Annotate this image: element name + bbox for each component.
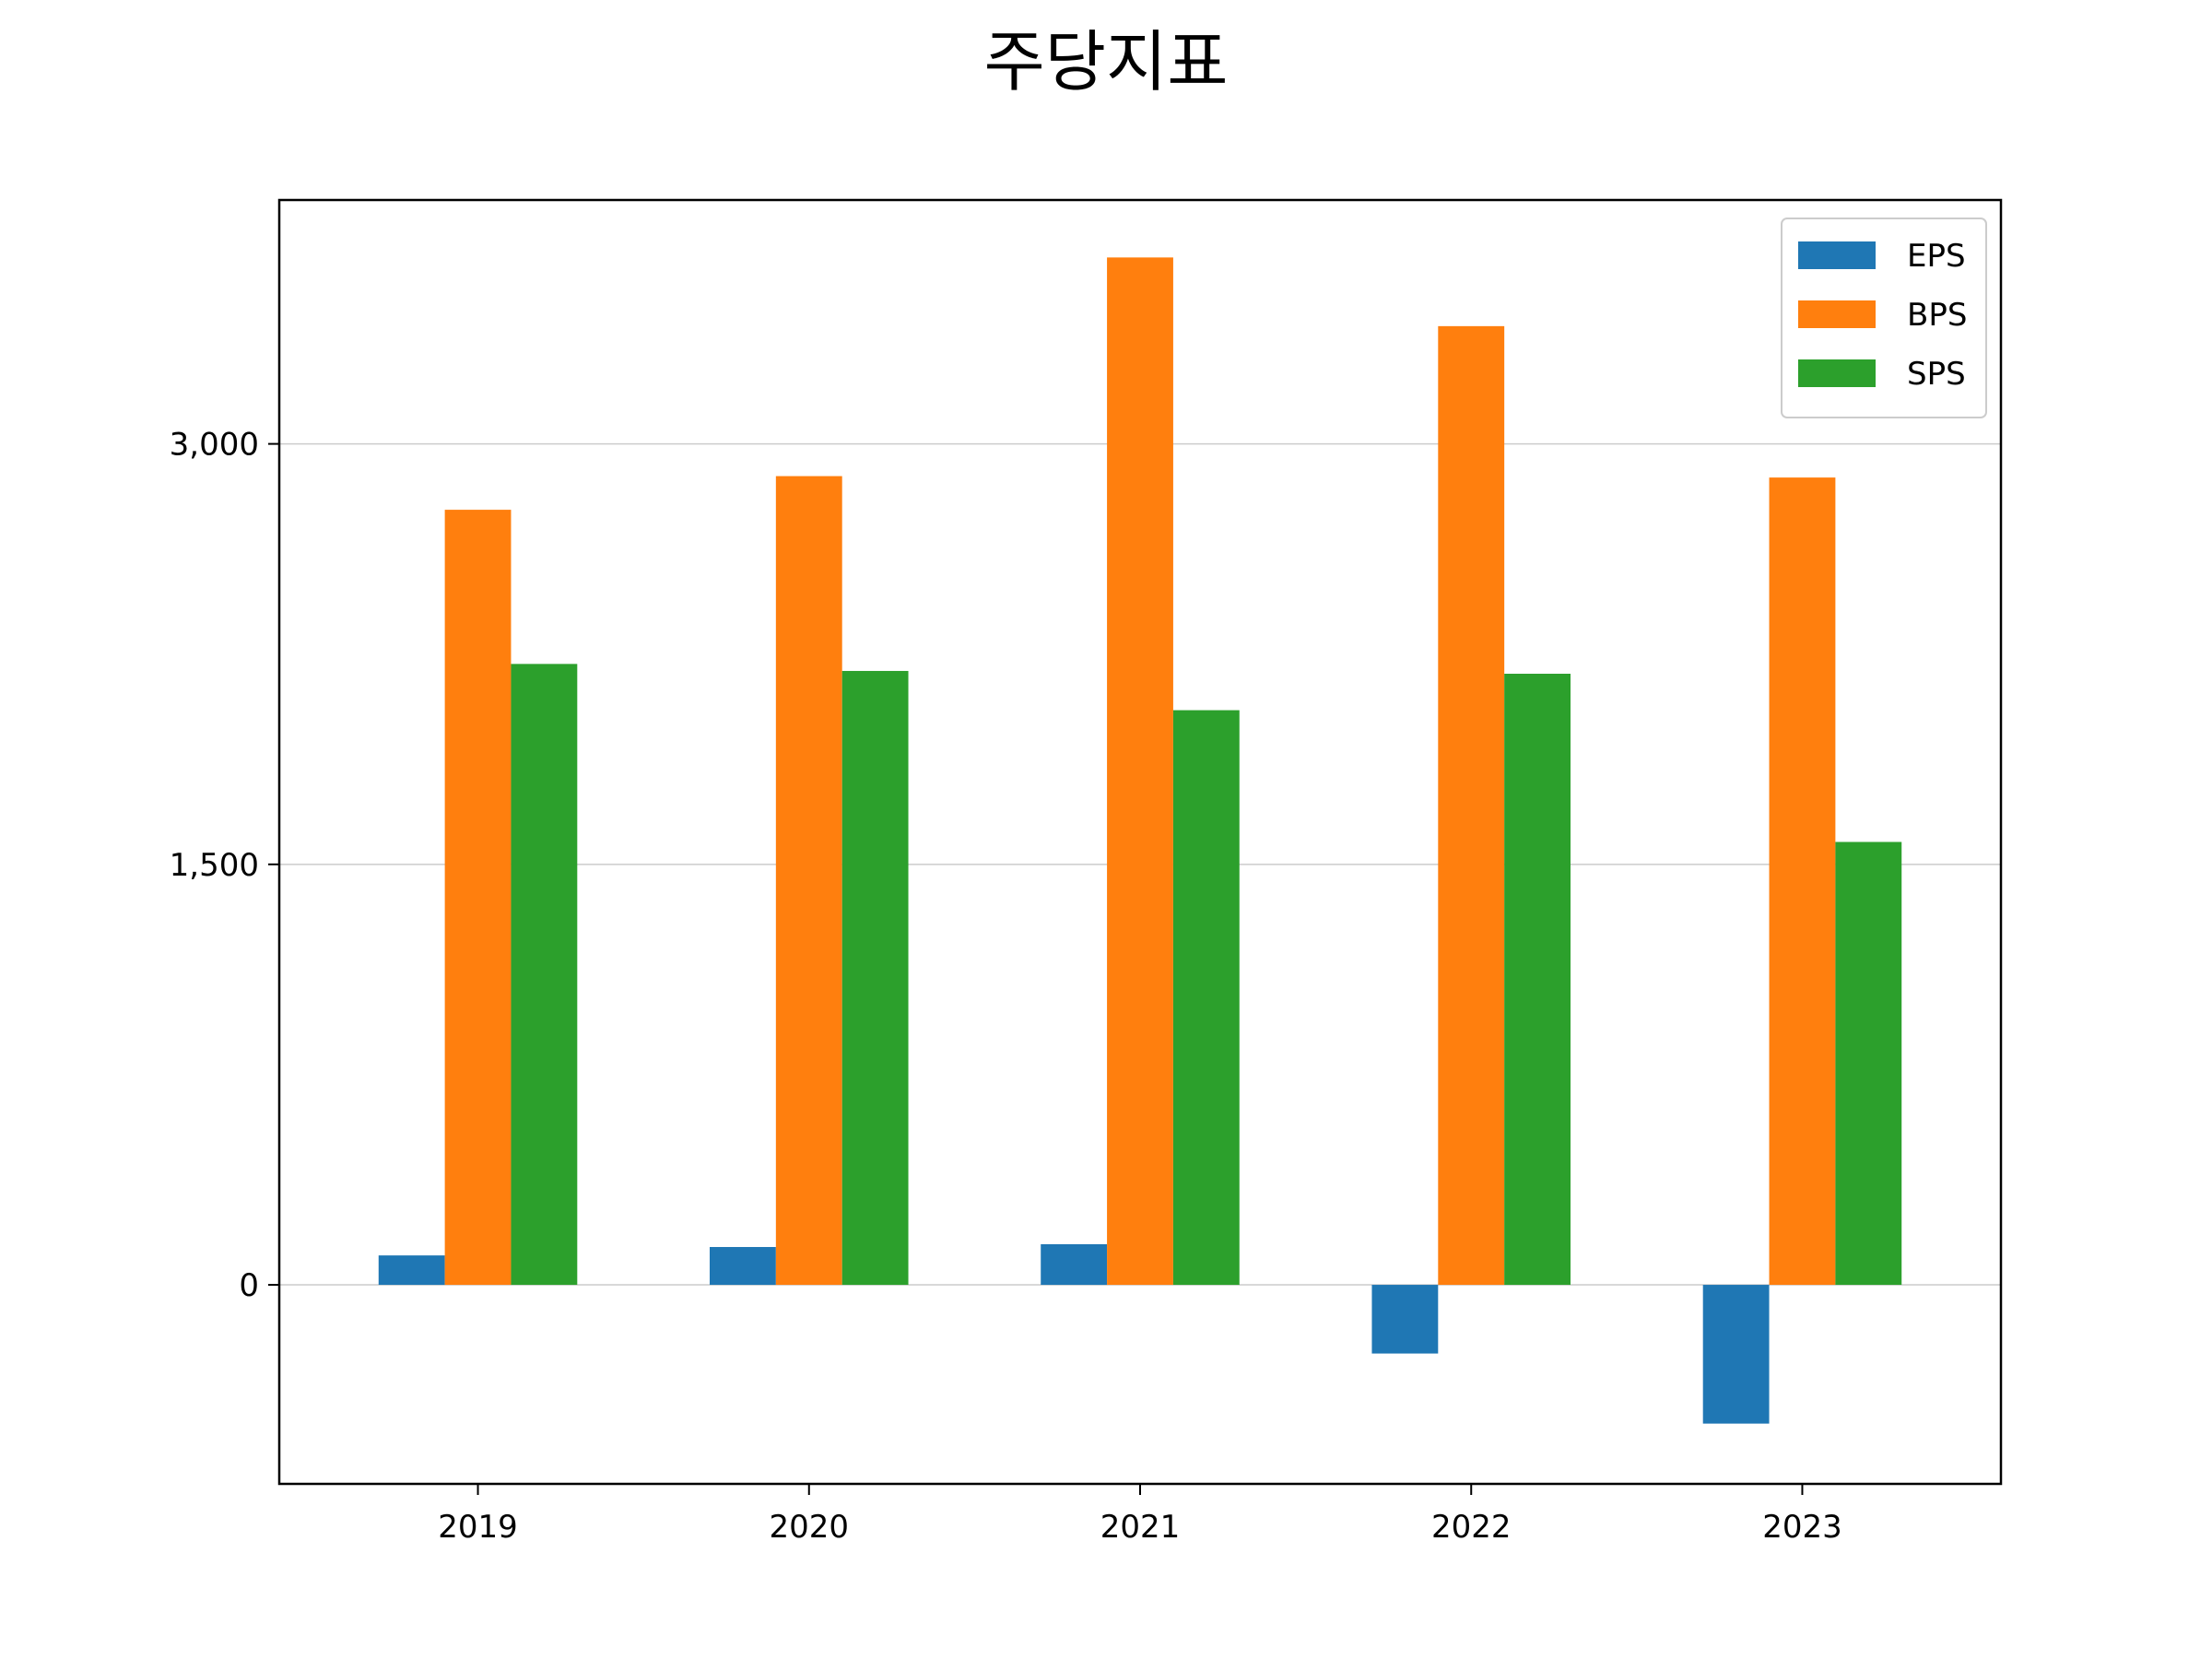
bar-bps-2022 — [1438, 325, 1505, 1286]
y-tick-label: 3,000 — [170, 427, 259, 464]
bar-eps-2019 — [378, 1255, 445, 1286]
bar-sps-2020 — [841, 670, 909, 1286]
x-tick-label-2023: 2023 — [1762, 1509, 1842, 1546]
x-tick-label-2021: 2021 — [1100, 1509, 1181, 1546]
x-tick-label-2022: 2022 — [1431, 1509, 1512, 1546]
legend-label-bps: BPS — [1907, 297, 1967, 334]
bar-bps-2021 — [1107, 257, 1173, 1286]
bar-bps-2019 — [444, 510, 512, 1286]
x-tick-label-2019: 2019 — [438, 1509, 518, 1546]
bar-eps-2021 — [1041, 1243, 1108, 1286]
bar-eps-2023 — [1702, 1285, 1770, 1424]
legend: EPS BPS SPS — [1781, 218, 1987, 418]
bars — [378, 257, 1902, 1424]
y-tick-label: 0 — [239, 1267, 259, 1304]
chart-title: 주당지표 — [984, 23, 1229, 100]
bar-eps-2022 — [1371, 1285, 1439, 1354]
bar-eps-2020 — [710, 1246, 776, 1286]
bar-bps-2020 — [775, 476, 842, 1286]
bar-sps-2021 — [1172, 710, 1240, 1286]
legend-swatch-sps — [1798, 359, 1876, 387]
y-tick-label: 1,500 — [170, 847, 259, 884]
bar-sps-2019 — [511, 664, 578, 1286]
bar-bps-2023 — [1769, 477, 1836, 1286]
legend-swatch-bps — [1798, 300, 1876, 328]
y-axis: 0 1,500 3,000 — [170, 427, 279, 1304]
legend-label-sps: SPS — [1907, 356, 1966, 393]
bar-sps-2023 — [1835, 841, 1902, 1286]
legend-label-eps: EPS — [1907, 238, 1966, 275]
legend-swatch-eps — [1798, 241, 1876, 269]
x-axis: 2019 2020 2021 2022 2023 — [438, 1484, 1842, 1546]
x-tick-label-2020: 2020 — [770, 1509, 850, 1546]
bar-sps-2022 — [1504, 674, 1571, 1286]
